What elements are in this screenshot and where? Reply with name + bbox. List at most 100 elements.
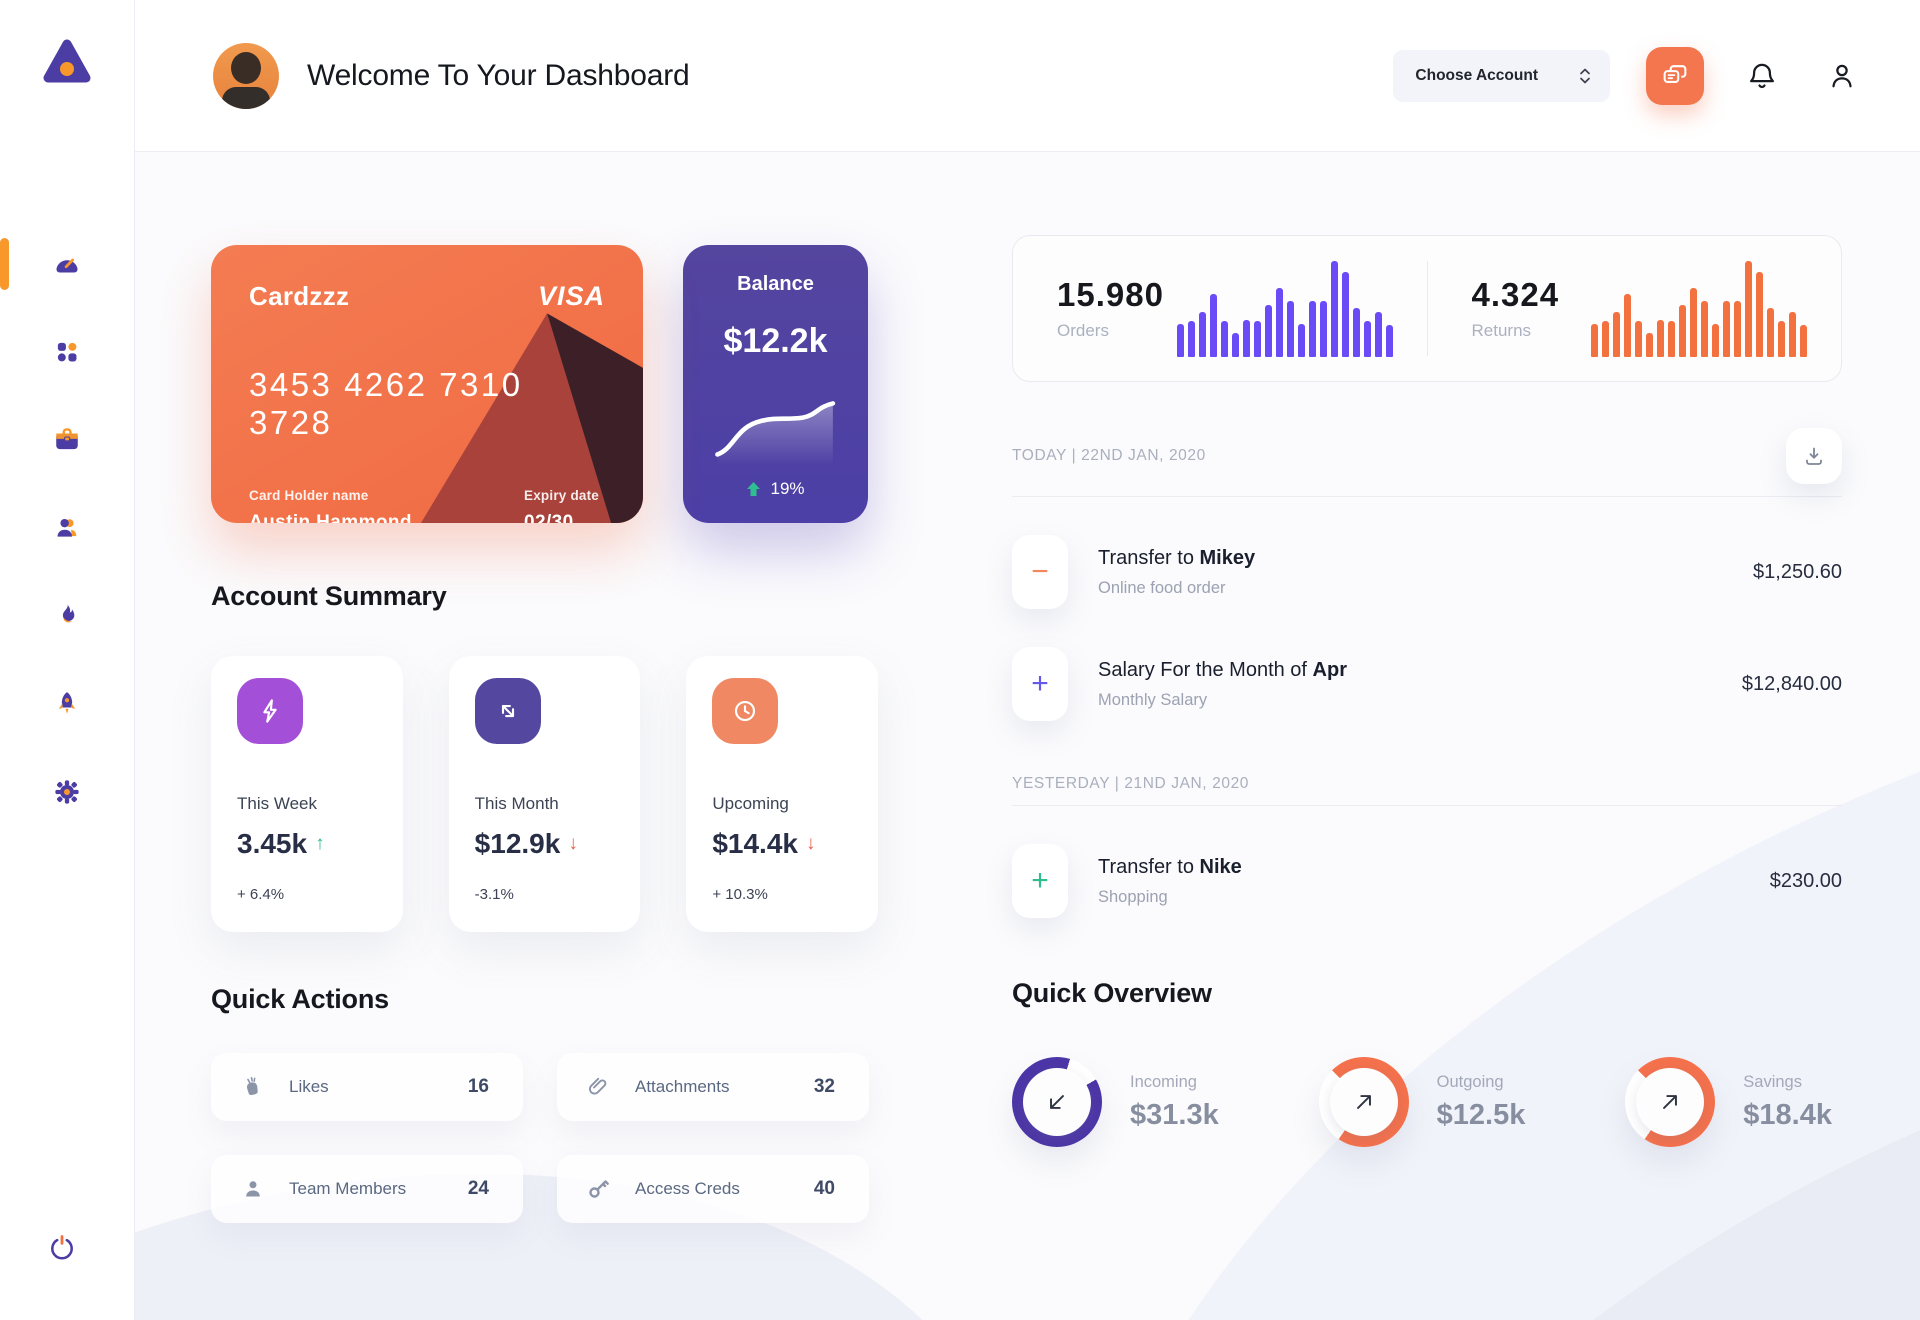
key-icon — [589, 1180, 609, 1198]
summary-label: This Week — [237, 794, 317, 813]
sidebar-item-apps[interactable] — [43, 334, 91, 370]
download-button[interactable] — [1786, 428, 1842, 484]
quick-actions-grid: Likes 16 Attachments 32 — [211, 1053, 878, 1223]
pyramid-graphic — [420, 313, 643, 523]
sidebar-item-launch[interactable] — [43, 686, 91, 722]
transaction-subtitle: Monthly Salary — [1098, 690, 1208, 709]
paperclip-icon — [588, 1077, 607, 1095]
transactions-header-yesterday: YESTERDAY | 21ND JAN, 2020 — [1012, 775, 1842, 793]
apps-grid-icon — [57, 342, 77, 362]
chat-icon — [1663, 64, 1687, 83]
overview-label: Incoming — [1130, 1072, 1197, 1091]
sidebar-item-portfolio[interactable] — [43, 422, 91, 458]
outgoing-progress-ring — [1318, 1057, 1409, 1147]
quick-actions-title: Quick Actions — [211, 984, 389, 1014]
profile-button[interactable] — [1820, 54, 1864, 98]
transaction-title: Transfer to Mikey — [1098, 546, 1256, 569]
transaction-amount: $1,250.60 — [1753, 560, 1842, 583]
briefcase-icon — [56, 428, 78, 450]
quick-action-likes[interactable]: Likes 16 — [211, 1053, 523, 1121]
overview-savings: Savings $18.4k — [1625, 1057, 1832, 1147]
divider — [1426, 261, 1428, 356]
summary-label: This Month — [474, 794, 559, 813]
balance-card: Balance $12.2k — [683, 245, 868, 523]
download-icon — [1806, 447, 1822, 465]
trend-arrow-icon: ↓ — [568, 833, 578, 854]
quick-action-label: Team Members — [289, 1179, 407, 1198]
orders-bar-chart — [1176, 260, 1393, 357]
quick-action-team-members[interactable]: Team Members 24 — [211, 1155, 523, 1223]
orders-returns-card: 15.980 Orders 4.324 Returns — [1012, 235, 1842, 382]
summary-label: Upcoming — [712, 794, 789, 813]
clock-icon — [735, 700, 756, 722]
sidebar-item-team[interactable] — [43, 510, 91, 546]
card-holder-name: Austin Hammond — [249, 512, 412, 523]
overview-label: Savings — [1743, 1072, 1802, 1091]
orders-value: 15.980 — [1057, 276, 1164, 313]
transaction-sign-icon: − — [1012, 535, 1068, 609]
card-number: 3453 4262 7310 3728 — [249, 366, 523, 441]
quick-action-label: Likes — [289, 1077, 329, 1096]
user-avatar[interactable] — [213, 42, 279, 109]
quick-action-attachments[interactable]: Attachments 32 — [557, 1053, 869, 1121]
visa-logo: VISA — [537, 281, 605, 311]
quick-action-label: Attachments — [635, 1077, 730, 1096]
transaction-title: Transfer to Nike — [1098, 855, 1242, 878]
summary-value: 3.45k — [237, 828, 308, 859]
savings-progress-ring — [1625, 1057, 1716, 1147]
transaction-row-mikey[interactable]: − Transfer to Mikey Online food order $1… — [1012, 535, 1842, 609]
active-indicator — [0, 238, 9, 290]
right-column: 15.980 Orders 4.324 Returns — [878, 152, 1920, 1320]
trend-arrow-icon: ↓ — [805, 833, 816, 854]
transaction-subtitle: Shopping — [1098, 887, 1168, 906]
overview-incoming: Incoming $31.3k — [1012, 1057, 1219, 1147]
expiry-date: 02/30 — [524, 512, 574, 523]
quick-action-label: Access Creds — [635, 1179, 740, 1198]
date-label: TODAY | 22ND JAN, 2020 — [1012, 447, 1206, 464]
overview-label: Outgoing — [1436, 1072, 1504, 1091]
main-area: Welcome To Your Dashboard Choose Account — [135, 0, 1920, 1320]
account-selector[interactable]: Choose Account — [1393, 49, 1610, 102]
person-icon — [1832, 64, 1852, 87]
transactions-header-today: TODAY | 22ND JAN, 2020 — [1012, 428, 1842, 484]
transaction-row-nike[interactable]: + Transfer to Nike Shopping $230.00 — [1012, 844, 1842, 918]
flame-icon — [62, 604, 75, 623]
balance-label: Balance — [737, 273, 814, 295]
card-nickname: Cardzzz — [249, 281, 350, 311]
quick-action-count: 16 — [467, 1076, 489, 1097]
summary-value: $12.9k — [474, 828, 561, 859]
content: Cardzzz VISA 3453 4262 7310 3728 Card Ho… — [135, 152, 1920, 1320]
dashboard-gauge-icon — [56, 258, 78, 273]
logout-button[interactable] — [47, 1228, 87, 1268]
rocket-icon — [58, 692, 76, 714]
page-title: Welcome To Your Dashboard — [307, 58, 690, 92]
messages-button[interactable] — [1646, 46, 1704, 105]
gear-icon — [55, 780, 79, 804]
transaction-sign-icon: + — [1012, 844, 1068, 918]
sidebar-nav — [0, 238, 91, 810]
summary-delta: + 6.4% — [237, 886, 285, 903]
returns-label: Returns — [1471, 321, 1532, 340]
sidebar-item-settings[interactable] — [43, 774, 91, 810]
bell-icon — [1750, 63, 1774, 88]
returns-stat: 4.324 Returns — [1428, 236, 1842, 381]
diagonal-arrows-icon — [501, 704, 514, 718]
summary-card-this-month: This Month $12.9k ↓ -3.1% — [448, 656, 641, 932]
summary-delta: + 10.3% — [712, 886, 768, 903]
notifications-button[interactable] — [1740, 54, 1784, 98]
sidebar-item-dashboard[interactable] — [0, 238, 91, 290]
sidebar-item-trending[interactable] — [43, 598, 91, 634]
arrow-up-right-icon — [1356, 1095, 1371, 1109]
users-icon — [57, 518, 77, 537]
summary-card-upcoming: Upcoming $14.4k ↓ + 10.3% — [686, 656, 879, 932]
brand-logo[interactable] — [40, 36, 94, 88]
date-label: YESTERDAY | 21ND JAN, 2020 — [1012, 775, 1250, 792]
power-icon — [51, 1235, 73, 1260]
bolt-icon — [263, 699, 277, 723]
left-column: Cardzzz VISA 3453 4262 7310 3728 Card Ho… — [135, 152, 879, 1320]
transaction-row-salary[interactable]: + Salary For the Month of Apr Monthly Sa… — [1012, 647, 1842, 721]
quick-action-access-creds[interactable]: Access Creds 40 — [557, 1155, 869, 1223]
quick-overview-row: Incoming $31.3k Outgoing — [1012, 1057, 1842, 1147]
clap-icon — [246, 1077, 258, 1095]
